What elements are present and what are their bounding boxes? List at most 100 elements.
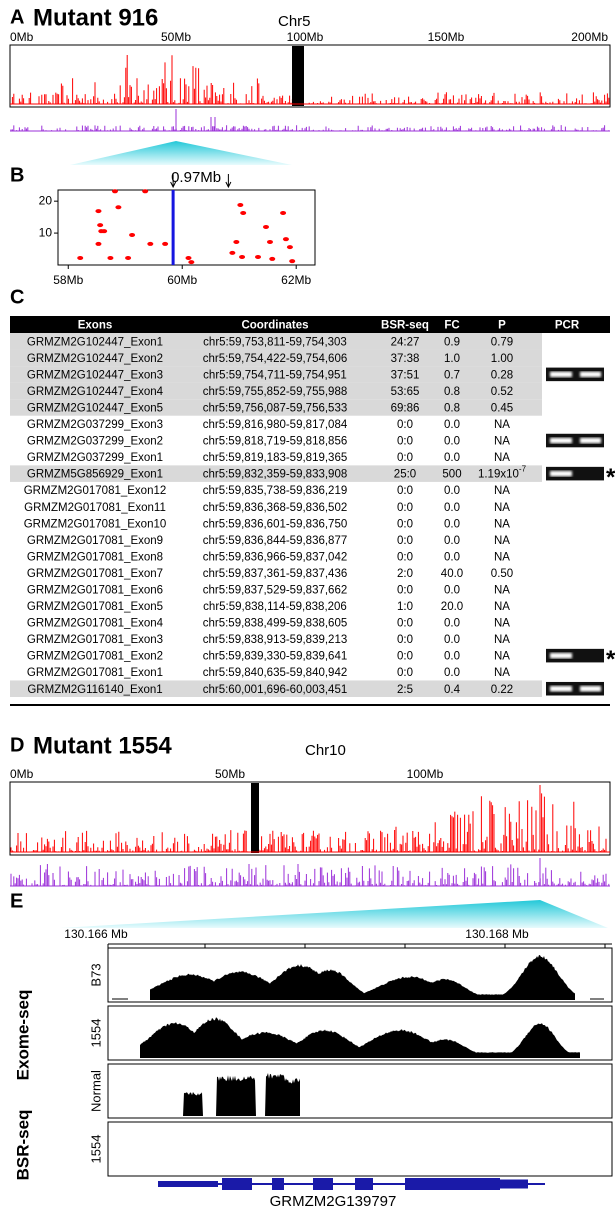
table-cell: NA: [494, 584, 510, 596]
point: [286, 245, 293, 250]
gel-image: [546, 681, 604, 696]
point: [97, 223, 104, 228]
table-cell: chr5:59,836,601-59,836,750: [203, 518, 348, 530]
track-frame: [107, 1063, 613, 1119]
zoom-wedge: [60, 900, 608, 928]
row-shade: [10, 399, 542, 416]
table-cell: NA: [494, 551, 510, 563]
table-cell: GRMZM2G102447_Exon4: [27, 386, 164, 398]
table-cell: 0:0: [397, 667, 413, 679]
table-cell: GRMZM2G102447_Exon1: [27, 336, 163, 348]
point: [188, 260, 195, 265]
group-label: Exome-seq: [13, 990, 32, 1081]
table-cell: 40.0: [441, 568, 463, 580]
axis-label: 50Mb: [215, 767, 245, 781]
gel-band: [580, 685, 601, 692]
point: [233, 240, 240, 245]
track-label: Normal: [88, 1070, 103, 1112]
row-shade: [10, 349, 542, 367]
point: [95, 209, 102, 214]
table-cell: 69:86: [391, 402, 420, 414]
centromere: [292, 46, 304, 106]
point: [101, 229, 108, 234]
track-label: 1554: [88, 1135, 103, 1164]
point: [255, 255, 262, 260]
coverage-profile: [140, 1017, 580, 1058]
marker: *: [606, 646, 615, 673]
table-cell: GRMZM2G017081_Exon8: [27, 551, 163, 563]
column-header: Exons: [78, 320, 113, 332]
table-cell: GRMZM2G017081_Exon5: [27, 601, 163, 613]
table-cell: 25:0: [394, 469, 416, 481]
row-shade: [10, 333, 542, 350]
table-cell: 0.50: [491, 568, 513, 580]
y-tick-label: 20: [39, 193, 53, 207]
row-shade: [10, 680, 542, 697]
table-cell: chr5:59,839,330-59,839,641: [203, 651, 348, 663]
coverage-profile: [11, 55, 610, 104]
table-cell: chr5:59,838,114-59,838,206: [203, 601, 347, 613]
table-cell: 0.7: [444, 369, 460, 381]
table-cell: 0:0: [397, 518, 413, 530]
table-cell: GRMZM2G017081_Exon2: [27, 651, 163, 663]
point: [239, 255, 246, 260]
table-cell: chr5:60,001,696-60,003,451: [203, 684, 348, 696]
table-cell: 0:0: [397, 502, 413, 514]
track-frame: [107, 947, 613, 1003]
table-cell: GRMZM2G017081_Exon3: [27, 634, 163, 646]
axis-label: 130.168 Mb: [465, 927, 529, 941]
table-cell: NA: [494, 651, 510, 663]
table-cell: GRMZM2G037299_Exon3: [27, 419, 163, 431]
track-frame: [107, 1121, 613, 1177]
table-cell: 0:0: [397, 584, 413, 596]
table-cell: GRMZM2G017081_Exon7: [27, 568, 163, 580]
point: [280, 210, 287, 215]
table-cell: chr5:59,837,529-59,837,662: [203, 584, 348, 596]
table-cell: chr5:59,818,719-59,818,856: [203, 436, 348, 448]
table-cell: 2:5: [397, 684, 413, 696]
table-cell: 37:38: [391, 353, 420, 365]
table-cell: 53:65: [391, 386, 420, 398]
gene-exon: [405, 1178, 500, 1190]
gel-image: [546, 466, 604, 481]
gel-band: [550, 437, 572, 444]
p-exponent: -7: [519, 465, 527, 474]
point: [77, 255, 84, 260]
point: [129, 233, 136, 237]
table-cell: chr5:59,819,183-59,819,365: [203, 452, 348, 464]
gene-exon: [272, 1178, 284, 1190]
marker: *: [606, 464, 615, 491]
x-tick-label: 58Mb: [53, 273, 83, 287]
centromere: [251, 783, 259, 853]
table-cell: chr5:59,836,966-59,837,042: [203, 551, 348, 563]
point: [282, 237, 289, 242]
table-cell: 0:0: [397, 551, 413, 563]
row-shade: [10, 382, 542, 400]
point: [185, 255, 192, 260]
y-tick-label: 10: [39, 225, 53, 239]
table-cell: GRMZM2G037299_Exon2: [27, 436, 163, 448]
table-cell: GRMZM2G017081_Exon12: [24, 485, 167, 497]
table-cell: 2:0: [397, 568, 413, 580]
table-cell: GRMZM2G017081_Exon10: [24, 518, 167, 530]
point: [142, 189, 149, 194]
table-cell: 0:0: [397, 436, 413, 448]
table-cell: 0.0: [444, 667, 460, 679]
gel-band: [550, 685, 572, 692]
table-cell: NA: [494, 618, 510, 630]
point: [111, 189, 118, 194]
gel-band: [550, 371, 572, 378]
table-cell: 0.0: [444, 535, 460, 547]
table-cell: 0.22: [491, 684, 513, 696]
gel-image: [546, 648, 604, 663]
track-frame: [9, 781, 611, 856]
interval-arrow: [170, 174, 177, 189]
track-label: B73: [88, 963, 103, 986]
table-cell: 0.0: [444, 551, 460, 563]
table-cell: chr5:59,754,422-59,754,606: [203, 353, 348, 365]
zoom-wedge: [70, 141, 292, 165]
table-cell: 0.0: [444, 651, 460, 663]
gel-band: [580, 437, 601, 444]
table-cell: 20.0: [441, 601, 463, 613]
point: [240, 210, 247, 215]
